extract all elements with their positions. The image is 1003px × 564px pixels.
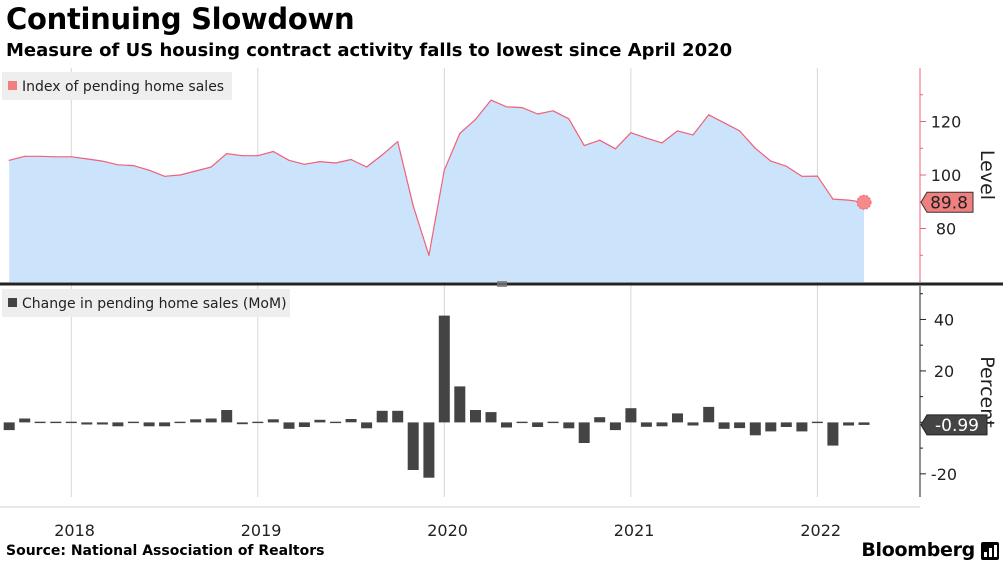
mom-bar <box>283 422 295 429</box>
mom-bar <box>765 422 777 432</box>
mom-bar <box>858 422 870 425</box>
mom-bar <box>516 421 528 424</box>
mom-bar <box>65 421 77 424</box>
x-tick-label-2019: 2019 <box>241 521 282 540</box>
mom-bar <box>827 422 839 446</box>
mom-bar <box>19 418 31 423</box>
x-tick-label-2018: 2018 <box>54 521 95 540</box>
mom-bar <box>547 421 559 424</box>
top-y-tick-label: 100 <box>931 166 962 185</box>
bottom-y-axis-title: Percent <box>976 356 998 428</box>
mom-bar <box>594 417 606 423</box>
mom-bar <box>501 422 512 428</box>
mom-bar <box>563 422 575 429</box>
bottom-y-tick-label: 40 <box>934 310 954 329</box>
mom-bar <box>205 418 217 423</box>
x-tick-label-2020: 2020 <box>427 521 468 540</box>
mom-bar <box>672 413 683 423</box>
mom-bar <box>392 410 404 423</box>
mom-bar <box>718 422 730 429</box>
bottom-legend-box <box>2 289 290 317</box>
mom-bar <box>687 422 699 426</box>
mom-bar <box>438 315 450 423</box>
x-tick-label-2022: 2022 <box>800 521 841 540</box>
top-legend-swatch <box>8 81 17 90</box>
mom-bar <box>3 422 15 431</box>
index-area <box>9 100 864 282</box>
x-tick-label-2021: 2021 <box>614 521 655 540</box>
mom-bar <box>407 422 419 470</box>
bottom-y-tick-label: 20 <box>934 362 954 381</box>
mom-bar <box>330 421 342 424</box>
x-axis: 2018 2019 2020 2021 2022 <box>0 506 920 540</box>
mom-bar <box>470 410 481 423</box>
mom-bar <box>81 422 93 425</box>
mom-bar <box>34 421 46 424</box>
mom-bar <box>376 410 388 423</box>
top-legend-label: Index of pending home sales <box>22 79 224 95</box>
top-y-tick-label: 120 <box>931 113 962 132</box>
mom-bar <box>159 422 171 427</box>
mom-bar <box>423 422 435 478</box>
top-y-tick-label: 80 <box>936 220 956 239</box>
mom-bar <box>454 386 466 423</box>
latest-change-callout <box>920 414 988 436</box>
top-y-axis-title: Level <box>976 150 998 200</box>
chart-subtitle: Measure of US housing contract activity … <box>6 40 733 61</box>
source-note: Source: National Association of Realtors <box>6 543 325 559</box>
mom-bar <box>236 422 248 425</box>
mom-bar <box>174 421 186 424</box>
divider-handle <box>497 281 507 287</box>
bloomberg-bars-icon <box>981 542 999 560</box>
mom-bar <box>780 422 792 427</box>
mom-bar <box>252 421 264 424</box>
mom-bar <box>361 422 373 429</box>
mom-bar <box>640 422 652 427</box>
latest-index-callout-label: 89.8 <box>930 193 968 213</box>
mom-bar <box>127 421 139 424</box>
mom-bar <box>314 419 326 423</box>
bottom-panel: 40 20 -20 Percent Change in pending home sal… <box>2 286 998 497</box>
bottom-legend-swatch <box>8 298 17 307</box>
mom-bar <box>345 419 357 423</box>
mom-bar <box>703 406 715 423</box>
mom-bar <box>625 408 637 423</box>
bottom-y-tick-label: -20 <box>931 465 957 484</box>
panel-divider-layer <box>0 281 1003 287</box>
brand-logo: Bloomberg <box>861 539 975 561</box>
mom-bar <box>811 421 823 424</box>
mom-bar <box>112 422 124 427</box>
mom-bar <box>267 419 279 423</box>
mom-bar <box>656 422 668 427</box>
mom-bar <box>749 422 761 436</box>
mom-bar <box>843 422 855 426</box>
latest-change-callout-label: -0.99 <box>935 416 979 436</box>
index-line <box>9 99 865 256</box>
latest-index-marker <box>856 194 872 210</box>
mom-bar <box>50 421 62 424</box>
bottom-legend-label: Change in pending home sales (MoM) <box>22 296 287 312</box>
mom-bar <box>532 422 544 427</box>
latest-index-callout <box>920 191 974 213</box>
top-legend-box <box>2 72 232 100</box>
mom-bar <box>221 410 233 423</box>
mom-bar <box>190 419 202 423</box>
mom-bar <box>96 422 108 425</box>
mom-bar <box>609 422 621 431</box>
mom-bar <box>298 422 310 427</box>
mom-bar <box>796 422 808 432</box>
mom-bar <box>143 422 155 427</box>
mom-bar <box>578 422 590 443</box>
chart-title: Continuing Slowdown <box>6 2 355 36</box>
mom-bar <box>734 422 746 429</box>
callout-layer: 89.8 -0.99 <box>856 191 988 436</box>
mom-bar <box>485 412 497 423</box>
